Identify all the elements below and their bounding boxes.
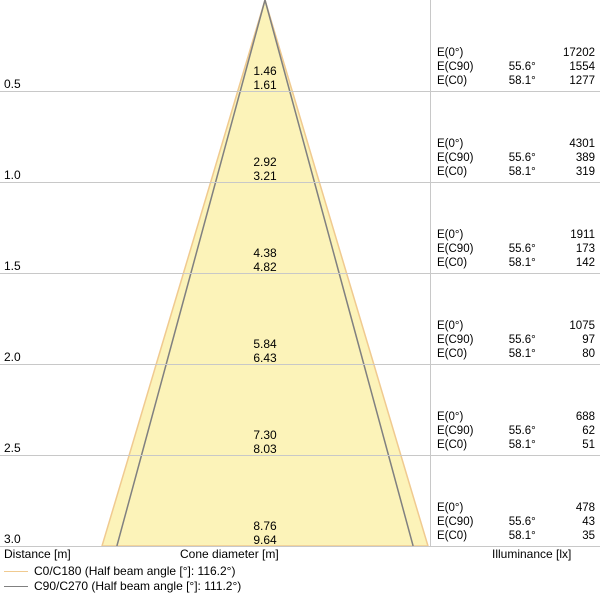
illuminance-block: E(0°)17202E(C90)55.6°1554E(C0)58.1°1277: [431, 46, 600, 88]
distance-label: 2.0: [4, 350, 21, 364]
cone-diameter-label: 2.923.21: [215, 155, 315, 183]
illuminance-block: E(0°)1075E(C90)55.6°97E(C0)58.1°80: [431, 319, 600, 361]
illuminance-block: E(0°)688E(C90)55.6°62E(C0)58.1°51: [431, 410, 600, 452]
axis-cone-label: Cone diameter [m]: [180, 547, 279, 561]
cone-diameter-label: 7.308.03: [215, 428, 315, 456]
distance-label: 1.5: [4, 259, 21, 273]
cone-diameter-label: 5.846.43: [215, 337, 315, 365]
illuminance-block: E(0°)478E(C90)55.6°43E(C0)58.1°35: [431, 501, 600, 543]
axis-illum-label: Illuminance [lx]: [492, 547, 571, 561]
distance-label: 1.0: [4, 168, 21, 182]
illuminance-block: E(0°)1911E(C90)55.6°173E(C0)58.1°142: [431, 228, 600, 270]
distance-label: 2.5: [4, 441, 21, 455]
cone-diameter-label: 8.769.64: [215, 519, 315, 547]
legend-swatch-c0: [4, 571, 28, 572]
legend-swatch-c90: [4, 586, 28, 587]
legend: C0/C180 (Half beam angle [°]: 116.2°) C9…: [4, 564, 596, 594]
distance-label: 0.5: [4, 77, 21, 91]
legend-label-c0: C0/C180 (Half beam angle [°]: 116.2°): [34, 564, 235, 578]
cone-diameter-label: 4.384.82: [215, 246, 315, 274]
distance-label: 3.0: [4, 532, 21, 546]
legend-label-c90: C90/C270 (Half beam angle [°]: 111.2°): [34, 579, 241, 593]
axis-distance-label: Distance [m]: [4, 547, 71, 561]
illuminance-block: E(0°)4301E(C90)55.6°389E(C0)58.1°319: [431, 137, 600, 179]
legend-row-c90: C90/C270 (Half beam angle [°]: 111.2°): [4, 579, 596, 593]
cone-diameter-label: 1.461.61: [215, 64, 315, 92]
legend-row-c0: C0/C180 (Half beam angle [°]: 116.2°): [4, 564, 596, 578]
